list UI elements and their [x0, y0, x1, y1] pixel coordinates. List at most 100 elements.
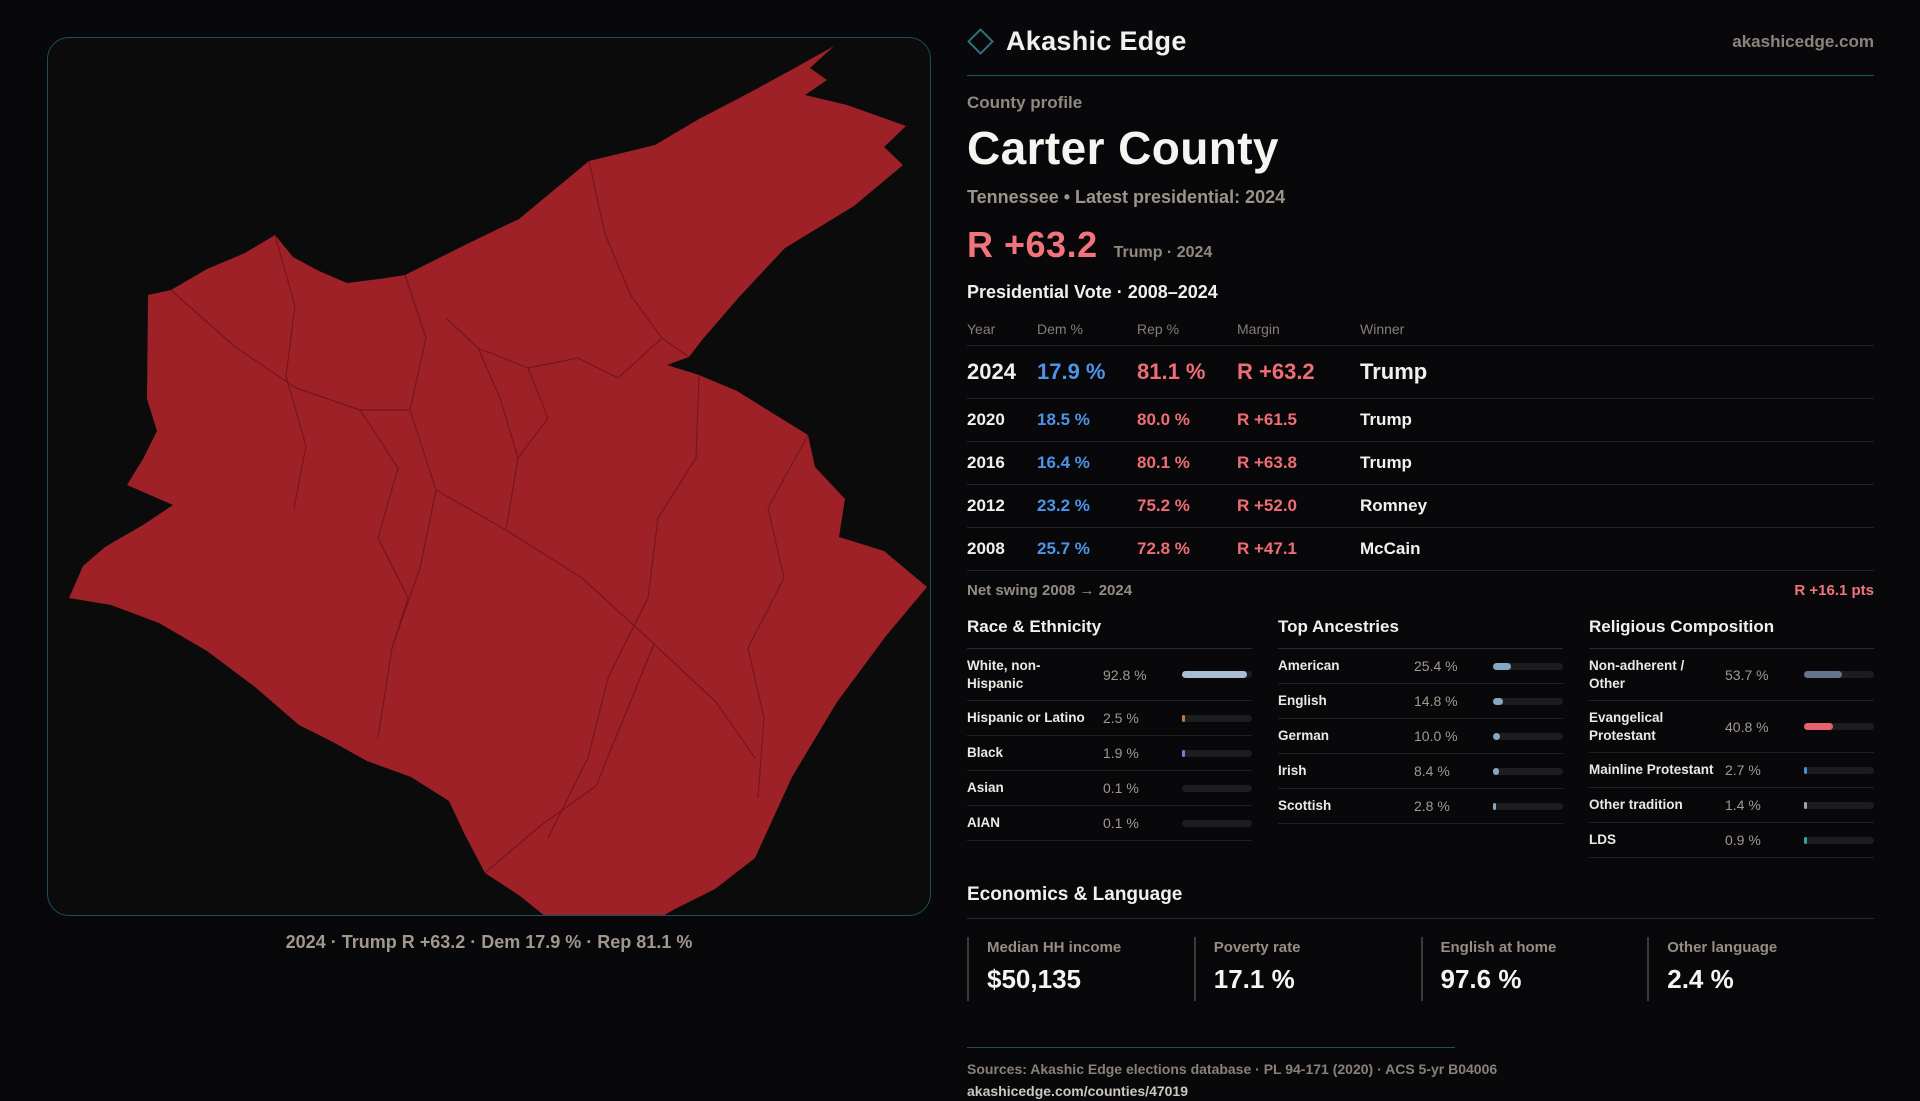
- item-bar-track: [1493, 767, 1563, 775]
- stat-value: 17.1 %: [1213, 964, 1295, 995]
- list-item: LDS 0.9 %: [1589, 823, 1874, 859]
- site-domain-link[interactable]: akashicedge.com: [1732, 31, 1874, 51]
- item-label: English: [1278, 693, 1327, 709]
- cell-rep-pct: 81.1 %: [1137, 359, 1206, 384]
- item-value: 14.8 %: [1414, 693, 1458, 709]
- item-bar-track: [1182, 714, 1252, 722]
- diamond-outline-icon: [967, 28, 994, 55]
- top-ancestries-list: American 25.4 % English 14.8 % German 10.0 % I…: [1278, 649, 1563, 824]
- item-bar-track: [1804, 836, 1874, 844]
- item-bar-track: [1182, 671, 1252, 679]
- stat-card: English at home 97.6 %: [1420, 937, 1648, 1002]
- item-value: 53.7 %: [1725, 666, 1769, 683]
- stat-value: 2.4 %: [1667, 964, 1734, 995]
- cell-dem-pct: 23.2 %: [1037, 496, 1090, 515]
- item-bar-fill: [1182, 749, 1185, 757]
- cell-winner: Trump: [1360, 453, 1412, 472]
- item-label: Irish: [1278, 763, 1307, 779]
- religious-composition-list: Non-adherent / Other 53.7 % Evangelical Pr…: [1589, 649, 1874, 859]
- item-value: 10.0 %: [1414, 728, 1458, 744]
- list-item: Other tradition 1.4 %: [1589, 788, 1874, 824]
- economics-stats: Median HH income $50,135 Poverty rate 17.1 …: [967, 937, 1874, 1002]
- list-item: English 14.8 %: [1278, 684, 1563, 719]
- item-value: 0.1 %: [1103, 780, 1139, 797]
- column-header-winner: Winner: [1360, 321, 1405, 337]
- item-label: Mainline Protestant: [1589, 762, 1714, 778]
- item-value: 2.5 %: [1103, 710, 1139, 727]
- item-bar-track: [1182, 749, 1252, 757]
- stat-card: Median HH income $50,135: [967, 937, 1194, 1002]
- religious-composition-column: Religious Composition Non-adherent / Oth…: [1589, 607, 1874, 859]
- net-swing-label: Net swing 2008 → 2024: [967, 582, 1133, 599]
- item-bar-fill: [1493, 697, 1504, 705]
- stat-value: $50,135: [987, 964, 1081, 995]
- top-ancestries-column: Top Ancestries American 25.4 % English 14.8…: [1278, 607, 1563, 858]
- cell-dem-pct: 25.7 %: [1037, 539, 1090, 558]
- race-ethnicity-list: White, non-Hispanic 92.8 % Hispanic or Lat…: [967, 649, 1252, 842]
- stat-label: Other language: [1667, 939, 1778, 957]
- item-bar-track: [1493, 732, 1563, 740]
- item-bar-track: [1493, 802, 1563, 810]
- item-label: Hispanic or Latino: [967, 710, 1085, 726]
- race-ethnicity-title: Race & Ethnicity: [967, 617, 1252, 649]
- cell-dem-pct: 18.5 %: [1037, 410, 1090, 429]
- item-value: 2.7 %: [1725, 762, 1761, 779]
- stat-label: Median HH income: [987, 939, 1122, 957]
- cell-margin: R +47.1: [1237, 539, 1298, 558]
- item-value: 25.4 %: [1414, 658, 1458, 674]
- item-value: 0.9 %: [1725, 832, 1761, 849]
- map-caption: 2024 · Trump R +63.2 · Dem 17.9 % · Rep …: [285, 932, 693, 952]
- item-bar-fill: [1493, 732, 1500, 740]
- item-value: 8.4 %: [1414, 763, 1450, 779]
- cell-margin: R +52.0: [1237, 496, 1298, 515]
- item-bar-track: [1804, 801, 1874, 809]
- religious-composition-title: Religious Composition: [1589, 617, 1874, 649]
- margin-value: R +63.2: [967, 224, 1098, 265]
- item-bar-track: [1493, 697, 1563, 705]
- cell-rep-pct: 80.0 %: [1137, 410, 1190, 429]
- cell-year: 2020: [967, 410, 1005, 429]
- item-label: Non-adherent / Other: [1589, 658, 1685, 691]
- table-row: 2020 18.5 % 80.0 % R +61.5 Trump: [967, 399, 1874, 442]
- economics-title: Economics & Language: [967, 884, 1874, 920]
- item-bar-fill: [1804, 671, 1842, 679]
- item-bar-fill: [1493, 767, 1499, 775]
- item-label: White, non-Hispanic: [967, 658, 1041, 691]
- cell-dem-pct: 17.9 %: [1037, 359, 1106, 384]
- item-label: LDS: [1589, 832, 1616, 848]
- presidential-vote-table: Year Dem % Rep % Margin Winner 2024 17.9 % 81.1…: [967, 313, 1874, 571]
- table-row: 2016 16.4 % 80.1 % R +63.8 Trump: [967, 442, 1874, 485]
- cell-rep-pct: 80.1 %: [1137, 453, 1190, 472]
- list-item: American 25.4 %: [1278, 649, 1563, 684]
- item-bar-fill: [1804, 836, 1807, 844]
- county-subtitle: Tennessee • Latest presidential: 2024: [967, 187, 1286, 207]
- item-value: 0.1 %: [1103, 815, 1139, 832]
- column-header-year: Year: [967, 321, 996, 337]
- list-item: Evangelical Protestant 40.8 %: [1589, 701, 1874, 754]
- stat-card: Other language 2.4 %: [1647, 937, 1874, 1002]
- table-row: 2024 17.9 % 81.1 % R +63.2 Trump: [967, 346, 1874, 399]
- cell-winner: Romney: [1360, 496, 1428, 515]
- cell-rep-pct: 72.8 %: [1137, 539, 1190, 558]
- list-item: Irish 8.4 %: [1278, 754, 1563, 789]
- permalink[interactable]: akashicedge.com/counties/47019: [967, 1083, 1188, 1100]
- precinct-boundaries: [170, 160, 809, 874]
- item-label: American: [1278, 658, 1340, 674]
- stat-value: 97.6 %: [1440, 964, 1522, 995]
- table-row: 2008 25.7 % 72.8 % R +47.1 McCain: [967, 528, 1874, 571]
- column-header-rep: Rep %: [1137, 321, 1180, 337]
- sources-text: Sources: Akashic Edge elections database…: [967, 1061, 1498, 1078]
- item-label: Other tradition: [1589, 797, 1683, 813]
- page-title: Carter County: [967, 122, 1279, 174]
- cell-winner: Trump: [1360, 410, 1412, 429]
- cell-margin: R +63.8: [1237, 453, 1298, 472]
- table-row: 2012 23.2 % 75.2 % R +52.0 Romney: [967, 485, 1874, 528]
- item-label: Evangelical Protestant: [1589, 710, 1664, 743]
- list-item: Black 1.9 %: [967, 736, 1252, 772]
- item-label: German: [1278, 728, 1330, 744]
- column-header-margin: Margin: [1237, 321, 1280, 337]
- item-label: Black: [967, 745, 1004, 761]
- cell-margin: R +63.2: [1237, 359, 1315, 384]
- item-bar-fill: [1493, 802, 1496, 810]
- app-header: Akashic Edge akashicedge.com: [967, 26, 1874, 76]
